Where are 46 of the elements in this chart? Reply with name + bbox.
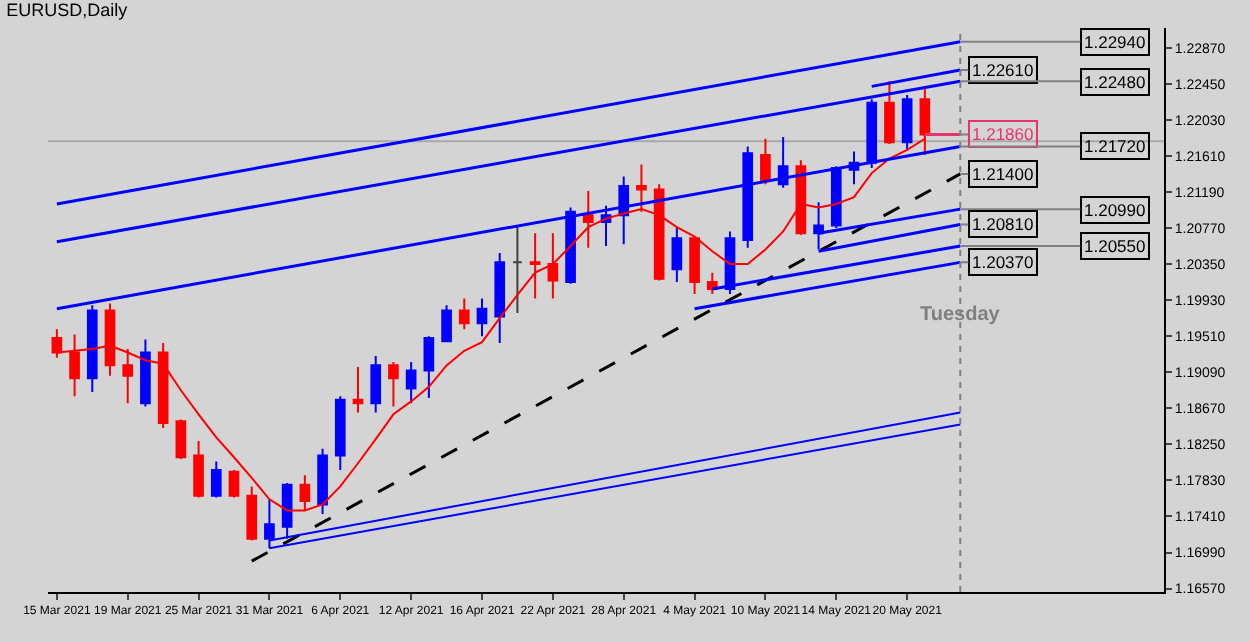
text: 1.22940: [1084, 32, 1146, 52]
candlestick: [671, 227, 683, 284]
candlestick: [104, 302, 116, 377]
text: 1.20990: [1084, 200, 1146, 220]
candlestick: [458, 297, 470, 331]
series-label: 1.20370: [972, 252, 1034, 272]
candlestick: [423, 335, 435, 399]
candlestick: [512, 224, 523, 314]
candlestick: [388, 360, 399, 408]
candlestick: [618, 175, 630, 246]
candlestick: [69, 333, 80, 398]
series-label: 1.22610: [972, 60, 1034, 80]
candlestick: [157, 342, 169, 430]
candlestick: [193, 439, 204, 499]
text: 1.20550: [1084, 236, 1146, 256]
candlestick: [210, 460, 222, 499]
candlestick: [494, 251, 506, 345]
text: 1.21720: [1084, 136, 1146, 156]
candlestick: [246, 485, 258, 542]
candlestick: [706, 271, 718, 296]
candlestick: [370, 354, 382, 414]
text: 1.22480: [1084, 72, 1146, 92]
candlestick: [565, 206, 576, 285]
candlestick: [636, 163, 647, 213]
annotation: Tuesday: [920, 304, 1001, 326]
series-label: 1.21860: [972, 124, 1034, 144]
candlestick: [175, 418, 187, 460]
candlestick: [884, 80, 895, 145]
candlestick: [140, 338, 151, 408]
candlestick: [228, 469, 240, 499]
candlestick: [476, 297, 488, 338]
candlestick: [405, 360, 417, 405]
candlestick: [529, 232, 541, 300]
candlestick: [122, 348, 134, 405]
series-label: 1.20810: [972, 214, 1034, 234]
candlestick: [689, 237, 700, 296]
candlestick: [582, 190, 594, 249]
chart-title: EURUSD,Daily: [6, 0, 129, 20]
series-label: 1.21400: [972, 164, 1034, 184]
candlestick: [547, 232, 559, 300]
candlestick: [352, 366, 364, 414]
candlestick: [334, 395, 346, 472]
candlestick: [317, 447, 328, 515]
candlestick: [760, 137, 771, 186]
candlestick: [901, 93, 913, 151]
candlestick: [441, 304, 452, 343]
